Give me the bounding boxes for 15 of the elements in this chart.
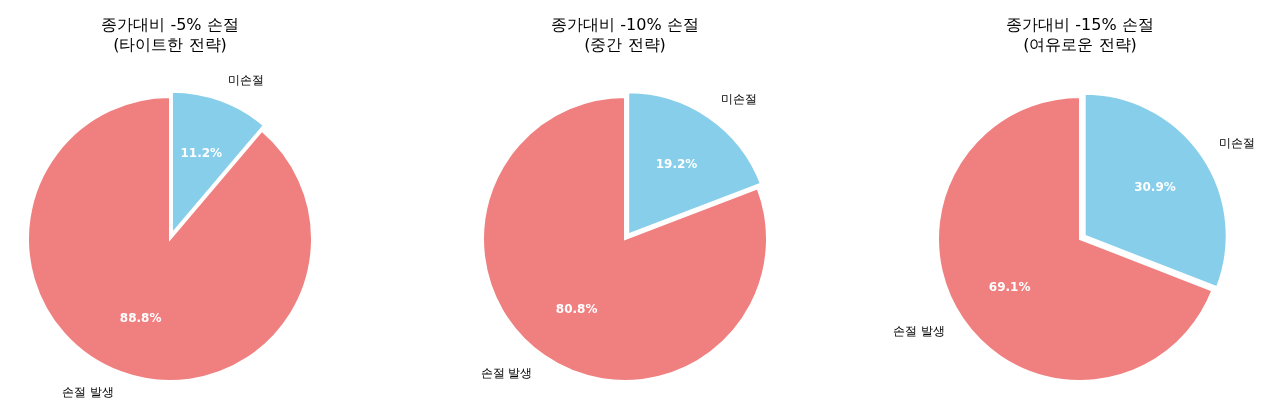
data-label: 30.9%	[1134, 180, 1176, 195]
slice-label: 손절 발생	[893, 323, 946, 338]
data-label: 19.2%	[655, 156, 698, 171]
slice-label: 미손절	[228, 72, 265, 87]
slice-label: 손절 발생	[480, 365, 533, 380]
chart-title: 종가대비 -15% 손절 (여유로운 전략)	[1006, 14, 1154, 54]
data-label: 80.8%	[555, 301, 598, 316]
data-label: 69.1%	[988, 279, 1031, 294]
slice-label: 미손절	[1219, 136, 1256, 151]
data-label: 88.8%	[119, 311, 162, 326]
chart-title: 종가대비 -10% 손절 (중간 전략)	[551, 14, 699, 54]
slice-label: 손절 발생	[61, 384, 114, 399]
chart-title: 종가대비 -5% 손절 (타이트한 전략)	[101, 14, 239, 54]
data-label: 11.2%	[180, 146, 223, 161]
slice-label: 미손절	[720, 92, 757, 107]
